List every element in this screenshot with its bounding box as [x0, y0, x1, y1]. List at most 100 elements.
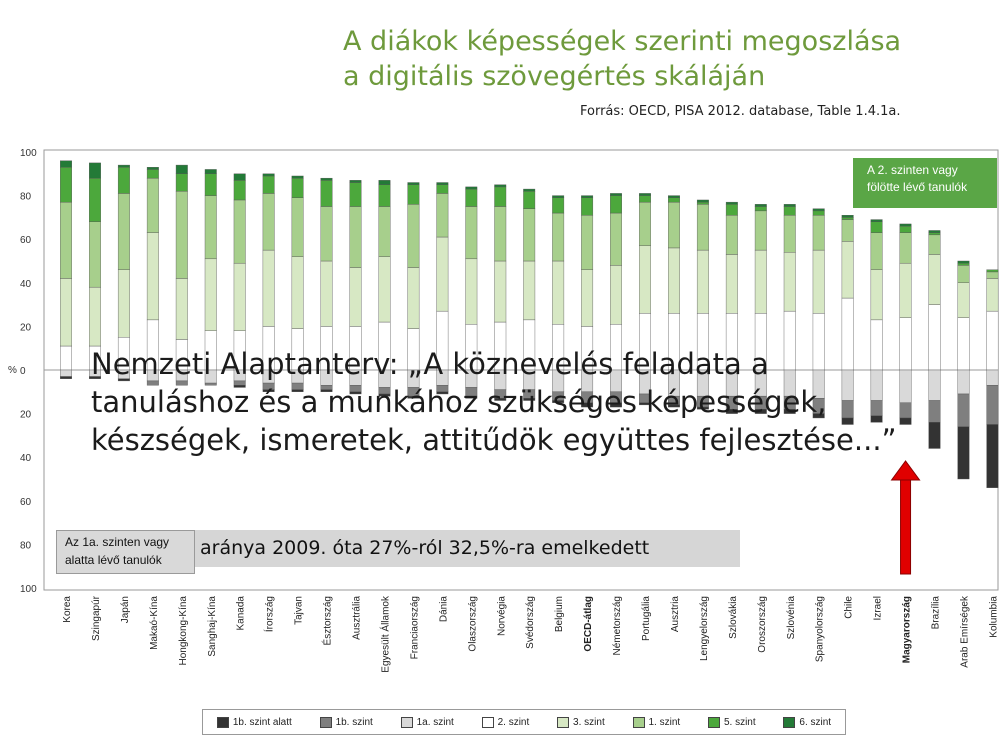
legend-label: 1. szint	[648, 716, 681, 728]
bar-segment	[783, 409, 796, 414]
bar-segment	[754, 249, 767, 314]
bar-segment	[581, 402, 594, 408]
bar-segment	[320, 180, 333, 207]
bar-segment	[841, 217, 854, 220]
bar-segment	[725, 204, 738, 216]
bar-segment	[928, 254, 941, 305]
bar-segment	[175, 164, 188, 175]
title-line-1: A diákok képességek szerinti megoszlása	[343, 26, 902, 57]
y-tick-label: 0	[20, 366, 26, 377]
bar-segment	[204, 195, 217, 260]
bar-segment	[696, 406, 709, 410]
bar-segment	[928, 369, 941, 401]
bar-segment	[668, 247, 680, 314]
bar-segment	[436, 182, 449, 185]
bar-segment	[378, 206, 391, 257]
bar-segment	[146, 169, 159, 179]
bar-segment	[291, 177, 304, 198]
bar-segment	[523, 188, 536, 192]
bar-segment	[262, 249, 275, 327]
bar-segment	[349, 267, 362, 327]
bar-segment	[812, 210, 825, 216]
bar-segment	[986, 369, 999, 386]
bar-segment	[754, 206, 767, 212]
x-tick-label: Brazília	[931, 596, 942, 630]
bar-segment	[957, 317, 970, 371]
bar-segment	[88, 221, 101, 288]
bar-segment	[639, 193, 651, 196]
bar-segment	[957, 260, 970, 264]
x-tick-label: Portugália	[641, 596, 652, 641]
bar-segment	[88, 177, 101, 222]
bar-segment	[841, 417, 854, 425]
bar-segment	[870, 232, 883, 270]
bar-segment	[494, 186, 507, 207]
box-top-line-2: fölötte lévő tanulók	[867, 180, 968, 194]
bar-segment	[986, 278, 999, 312]
x-tick-label: Chile	[844, 596, 855, 619]
bar-segment	[60, 369, 72, 377]
x-tick-label: Svédország	[525, 596, 536, 649]
bar-segment	[117, 167, 130, 194]
x-tick-label: Olaszország	[467, 596, 478, 652]
bar-segment	[291, 256, 304, 329]
bar-segment	[986, 271, 999, 279]
bar-segment	[523, 398, 536, 401]
x-tick-label: Lengyelország	[699, 596, 710, 661]
box-top-line-1: A 2. szinten vagy	[867, 163, 958, 177]
chart-legend: 1b. szint alatt 1b. szint 1a. szint 2. szin…	[202, 709, 846, 735]
highlight-arrow-shaft	[900, 477, 912, 575]
bar-segment	[117, 164, 130, 168]
bar-segment	[523, 191, 536, 209]
bar-segment	[407, 182, 420, 185]
y-tick-label: 100	[20, 584, 37, 595]
bar-segment	[349, 391, 362, 395]
bar-segment	[610, 265, 622, 325]
curriculum-quote: Nemzeti Alaptanterv: „A köznevelés felad…	[91, 347, 897, 457]
bar-segment	[523, 260, 536, 321]
bar-segment	[117, 378, 130, 382]
bar-segment	[436, 193, 449, 238]
bar-segment	[581, 197, 594, 216]
bar-segment	[175, 191, 188, 279]
x-tick-label: Írország	[263, 596, 276, 632]
bar-segment	[696, 199, 709, 203]
x-tick-label: Szlovénia	[786, 596, 797, 640]
x-tick-label: Ausztrália	[352, 596, 363, 640]
x-tick-label: Makaó-Kína	[149, 596, 160, 650]
bar-segment	[175, 173, 188, 192]
x-tick-label: OECD-átlag	[583, 596, 594, 652]
bar-segment	[523, 208, 536, 262]
x-tick-label: Ausztria	[670, 596, 681, 633]
bar-segment	[552, 400, 565, 403]
bar-segment	[146, 232, 159, 321]
x-tick-label: Szingapúr	[91, 595, 102, 641]
bar-segment	[407, 395, 420, 399]
bar-segment	[639, 201, 651, 246]
bar-segment	[696, 201, 709, 205]
bar-segment	[812, 215, 825, 251]
bar-segment	[320, 206, 333, 262]
bar-segment	[725, 201, 738, 205]
bar-segment	[436, 184, 449, 194]
x-tick-label: Kolumbia	[988, 596, 999, 638]
x-tick-label: Szlovákia	[728, 596, 739, 639]
bar-segment	[841, 219, 854, 242]
bar-segment	[812, 208, 825, 212]
slide-title: A diákok képességek szerinti megoszlása …	[343, 24, 901, 94]
legend-item: 1. szint	[632, 716, 681, 728]
legend-swatch	[319, 716, 332, 728]
bar-segment	[610, 212, 622, 266]
bar-segment	[320, 177, 333, 181]
x-tick-label: Japán	[120, 596, 131, 623]
bar-segment	[204, 173, 217, 196]
bar-segment	[812, 413, 825, 419]
bar-segment	[696, 204, 709, 251]
bar-segment	[175, 278, 188, 340]
bar-segment	[610, 402, 622, 408]
bar-segment	[899, 262, 912, 318]
source-note: Forrás: OECD, PISA 2012. database, Table…	[580, 104, 901, 119]
x-tick-label: Magyarország	[902, 596, 913, 663]
bar-segment	[465, 206, 478, 260]
bar-segment	[465, 395, 478, 399]
